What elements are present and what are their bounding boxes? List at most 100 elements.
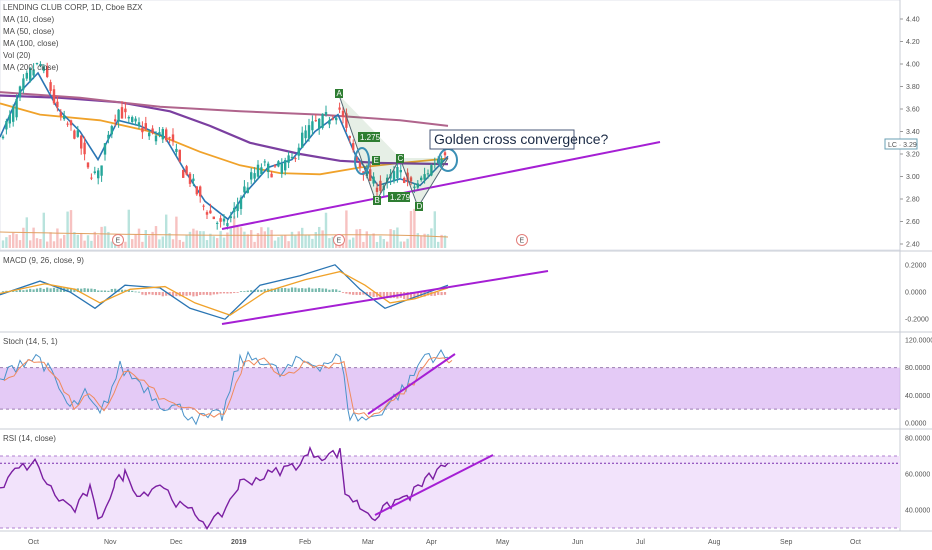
candle-body bbox=[80, 135, 83, 149]
candle-body bbox=[46, 66, 49, 77]
candle-body bbox=[250, 172, 253, 180]
macd-histogram-bar bbox=[103, 290, 107, 292]
volume-bar bbox=[396, 227, 399, 248]
pattern-point-label: D bbox=[417, 202, 423, 211]
macd-histogram-bar bbox=[321, 288, 324, 292]
candle-body bbox=[372, 176, 375, 184]
earnings-marker[interactable] bbox=[516, 234, 528, 246]
candle-body bbox=[205, 212, 209, 215]
symbol-title: LENDING CLUB CORP, 1D, Cboe BZX bbox=[3, 3, 143, 12]
study-ma100[interactable]: MA (100, close) bbox=[3, 39, 59, 48]
macd-histogram-bar bbox=[406, 292, 409, 300]
volume-bar bbox=[73, 232, 76, 248]
volume-bar bbox=[399, 241, 402, 248]
rsi-label[interactable]: RSI (14, close) bbox=[3, 434, 56, 443]
volume-bar bbox=[100, 226, 103, 248]
candle-body bbox=[389, 174, 392, 179]
macd-histogram-bar bbox=[66, 288, 69, 292]
macd-histogram-bar bbox=[202, 292, 205, 295]
candle-body bbox=[423, 174, 426, 180]
macd-histogram-bar bbox=[59, 287, 62, 292]
candle-body bbox=[63, 115, 66, 120]
macd-pane bbox=[0, 264, 549, 325]
candle-body bbox=[338, 107, 341, 110]
candle-body bbox=[56, 101, 59, 108]
volume-bar bbox=[389, 229, 392, 248]
volume-bar bbox=[423, 233, 426, 248]
macd-histogram-bar bbox=[12, 290, 15, 292]
candle-body bbox=[66, 123, 69, 125]
price-candles bbox=[1, 61, 447, 230]
macd-histogram-bar bbox=[29, 288, 32, 292]
volume-bar bbox=[392, 230, 396, 248]
macd-histogram-bar bbox=[35, 288, 39, 292]
macd-histogram-bar bbox=[246, 290, 249, 292]
stoch-axis-label: 40.0000 bbox=[905, 393, 930, 400]
stoch-d-line bbox=[3, 356, 453, 419]
volume-bar bbox=[382, 239, 385, 248]
macd-histogram-bar bbox=[318, 288, 321, 292]
study-ma200[interactable]: MA (200, close) bbox=[3, 63, 59, 72]
candle-body bbox=[5, 120, 8, 130]
volume-bar bbox=[161, 236, 164, 248]
candle-body bbox=[22, 78, 25, 90]
macd-histogram-bar bbox=[250, 290, 253, 292]
rsi-trendline bbox=[374, 454, 494, 516]
candle-body bbox=[375, 187, 379, 192]
pattern-point-marker bbox=[335, 89, 343, 98]
macd-histogram-bar bbox=[110, 288, 113, 292]
macd-histogram-bar bbox=[18, 289, 22, 292]
macd-histogram-bar bbox=[137, 291, 141, 293]
macd-histogram-bar bbox=[175, 292, 178, 297]
candle-body bbox=[386, 177, 389, 183]
earnings-marker[interactable] bbox=[112, 234, 124, 246]
volume-bar bbox=[93, 231, 96, 248]
volume-bar bbox=[80, 232, 83, 248]
volume-bar bbox=[284, 235, 287, 248]
callout-box[interactable]: Golden cross convergence? bbox=[429, 129, 609, 150]
volume-bar bbox=[148, 235, 151, 248]
candle-body bbox=[86, 162, 90, 168]
candle-body bbox=[185, 166, 188, 175]
macd-histogram-bar bbox=[73, 288, 76, 292]
volume-bar bbox=[165, 214, 168, 248]
macd-histogram-bar bbox=[314, 288, 317, 292]
x-axis: Oct Nov Dec 2019 Feb Mar Apr May Jun Jul Aug Sep Oct bbox=[28, 539, 861, 546]
volume-bar bbox=[86, 235, 90, 248]
earnings-marker[interactable] bbox=[333, 234, 345, 246]
time-axis-label: May bbox=[496, 539, 510, 546]
stoch-label[interactable]: Stoch (14, 5, 1) bbox=[3, 337, 58, 346]
candle-body bbox=[399, 169, 402, 173]
macd-histogram-bar bbox=[280, 288, 283, 292]
volume-bar bbox=[42, 212, 45, 248]
pattern-point-marker bbox=[373, 196, 381, 205]
volume-bar bbox=[134, 234, 137, 248]
macd-label[interactable]: MACD (9, 26, close, 9) bbox=[3, 256, 84, 265]
volume-bar bbox=[141, 241, 144, 248]
volume-bar bbox=[256, 233, 260, 248]
macd-histogram-bar bbox=[100, 290, 103, 292]
macd-histogram-bar bbox=[301, 288, 304, 292]
price-axis-label: 2.40 bbox=[906, 242, 920, 249]
macd-histogram-bar bbox=[416, 292, 419, 299]
volume-bar bbox=[56, 228, 59, 248]
volume-ma-line bbox=[0, 231, 449, 238]
time-axis-label: Oct bbox=[850, 539, 861, 546]
volume-bar bbox=[426, 233, 430, 248]
candle-body bbox=[219, 218, 222, 222]
volume-bar bbox=[345, 210, 348, 248]
time-axis-label: Nov bbox=[104, 539, 117, 546]
study-vol[interactable]: Vol (20) bbox=[3, 51, 31, 60]
macd-histogram-bar bbox=[236, 292, 239, 293]
pattern-point-label: E bbox=[374, 156, 379, 165]
time-axis-label: Feb bbox=[299, 539, 311, 546]
candle-body bbox=[52, 89, 56, 104]
study-ma50[interactable]: MA (50, close) bbox=[3, 27, 54, 36]
study-ma10[interactable]: MA (10, close) bbox=[3, 15, 54, 24]
macd-histogram-bar bbox=[182, 292, 185, 296]
macd-axis-label: 0.2000 bbox=[905, 262, 927, 269]
candle-body bbox=[141, 127, 144, 133]
stoch-band bbox=[0, 367, 900, 410]
candle-body bbox=[358, 162, 362, 168]
